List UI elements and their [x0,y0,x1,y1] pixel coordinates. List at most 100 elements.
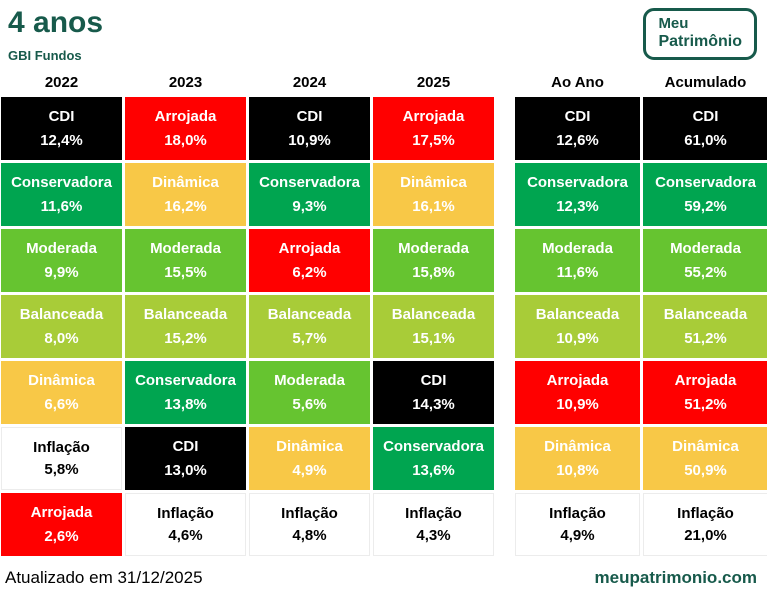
fund-name: Arrojada [402,108,465,126]
fund-value: 55,2% [684,263,727,281]
fund-name: Arrojada [674,372,737,390]
fund-value: 12,4% [40,131,83,149]
fund-cell: CDI 12,6% [515,97,640,160]
column-header: Ao Ano [551,74,604,91]
brand-logo-line2: Patrimônio [658,32,742,50]
fund-value: 8,0% [44,329,79,347]
column-header: Acumulado [664,74,747,91]
fund-name: Conservadora [135,372,236,390]
fund-name: Balanceada [267,306,352,324]
fund-value: 15,2% [164,329,207,347]
fund-cell: Balanceada 51,2% [643,295,767,358]
fund-cell: Dinâmica 10,8% [515,427,640,490]
fund-name: Balanceada [663,306,748,324]
fund-cell: Dinâmica 6,6% [1,361,122,424]
fund-cell: Conservadora 13,8% [125,361,246,424]
fund-cell: Balanceada 15,2% [125,295,246,358]
fund-name: Balanceada [535,306,620,324]
fund-name: Inflação [677,504,734,522]
fund-cell: Moderada 5,6% [249,361,370,424]
fund-value: 10,9% [556,395,599,413]
fund-cell: Arrojada 2,6% [1,493,122,556]
fund-cell: Moderada 15,5% [125,229,246,292]
fund-cell: CDI 10,9% [249,97,370,160]
fund-name: Inflação [405,504,462,522]
fund-name: Balanceada [19,306,104,324]
footer-site-link: meupatrimonio.com [594,568,757,587]
fund-cell: Inflação 4,8% [249,493,370,556]
fund-cell: Conservadora 13,6% [373,427,494,490]
performance-grid: 2022 CDI 12,4% Conservadora 11,6% Moderada 9,9… [1,72,767,556]
fund-value: 9,3% [292,197,327,215]
fund-value: 17,5% [412,131,455,149]
fund-name: Balanceada [391,306,476,324]
fund-cell: Conservadora 11,6% [1,163,122,226]
fund-cell: Arrojada 17,5% [373,97,494,160]
fund-value: 11,6% [556,263,599,281]
fund-name: Moderada [150,240,221,258]
fund-cell: Conservadora 12,3% [515,163,640,226]
fund-cell: Moderada 55,2% [643,229,767,292]
fund-cell: CDI 61,0% [643,97,767,160]
fund-name: CDI [420,372,447,390]
grid-column-2024: 2024 CDI 10,9% Conservadora 9,3% Arrojada 6,2%… [249,72,370,556]
fund-name: Inflação [281,504,338,522]
column-header: 2022 [44,74,79,91]
fund-cell: Dinâmica 4,9% [249,427,370,490]
fund-value: 16,2% [164,197,207,215]
fund-cell: Conservadora 9,3% [249,163,370,226]
fund-value: 13,8% [164,395,207,413]
fund-name: Dinâmica [544,438,611,456]
footer-updated-label: Atualizado em 31/12/2025 [5,568,203,587]
fund-value: 10,9% [288,131,331,149]
fund-cell: Inflação 4,9% [515,493,640,556]
fund-value: 9,9% [44,263,79,281]
fund-value: 50,9% [684,461,727,479]
fund-name: Inflação [549,504,606,522]
fund-value: 10,9% [556,329,599,347]
fund-value: 59,2% [684,197,727,215]
fund-value: 61,0% [684,131,727,149]
fund-value: 51,2% [684,329,727,347]
fund-cell: Arrojada 51,2% [643,361,767,424]
fund-value: 16,1% [412,197,455,215]
fund-cell: Dinâmica 16,1% [373,163,494,226]
page-title: 4 anos [8,6,104,39]
column-header: 2025 [416,74,451,91]
fund-name: Moderada [398,240,469,258]
fund-value: 2,6% [44,527,79,545]
fund-value: 18,0% [164,131,207,149]
fund-name: Dinâmica [672,438,739,456]
fund-name: Arrojada [278,240,341,258]
brand-logo: Meu Patrimônio [643,8,757,60]
fund-value: 51,2% [684,395,727,413]
fund-value: 4,8% [292,527,327,545]
fund-value: 11,6% [40,197,83,215]
fund-name: Conservadora [259,174,360,192]
grid-column-acumulado: Acumulado CDI 61,0% Conservadora 59,2% Modera… [643,72,767,556]
fund-value: 15,5% [164,263,207,281]
grid-column-2023: 2023 Arrojada 18,0% Dinâmica 16,2% Moderada 15… [125,72,246,556]
fund-name: CDI [172,438,199,456]
fund-value: 14,3% [412,395,455,413]
fund-cell: Moderada 15,8% [373,229,494,292]
fund-value: 15,1% [412,329,455,347]
fund-name: Inflação [157,504,214,522]
fund-cell: Inflação 5,8% [1,427,122,490]
fund-name: Conservadora [383,438,484,456]
fund-name: Arrojada [30,504,93,522]
fund-cell: Inflação 4,3% [373,493,494,556]
fund-name: Moderada [274,372,345,390]
fund-cell: Dinâmica 50,9% [643,427,767,490]
fund-value: 6,2% [292,263,327,281]
column-header: 2023 [168,74,203,91]
fund-cell: Arrojada 10,9% [515,361,640,424]
grid-column-2025: 2025 Arrojada 17,5% Dinâmica 16,1% Moderada 15… [373,72,494,556]
fund-value: 4,6% [168,527,203,545]
fund-name: Inflação [33,438,90,456]
fund-name: CDI [692,108,719,126]
fund-cell: Balanceada 8,0% [1,295,122,358]
fund-cell: Arrojada 18,0% [125,97,246,160]
grid-column-ao-ano: Ao Ano CDI 12,6% Conservadora 12,3% Moderada 1… [515,72,640,556]
fund-value: 21,0% [684,527,727,545]
